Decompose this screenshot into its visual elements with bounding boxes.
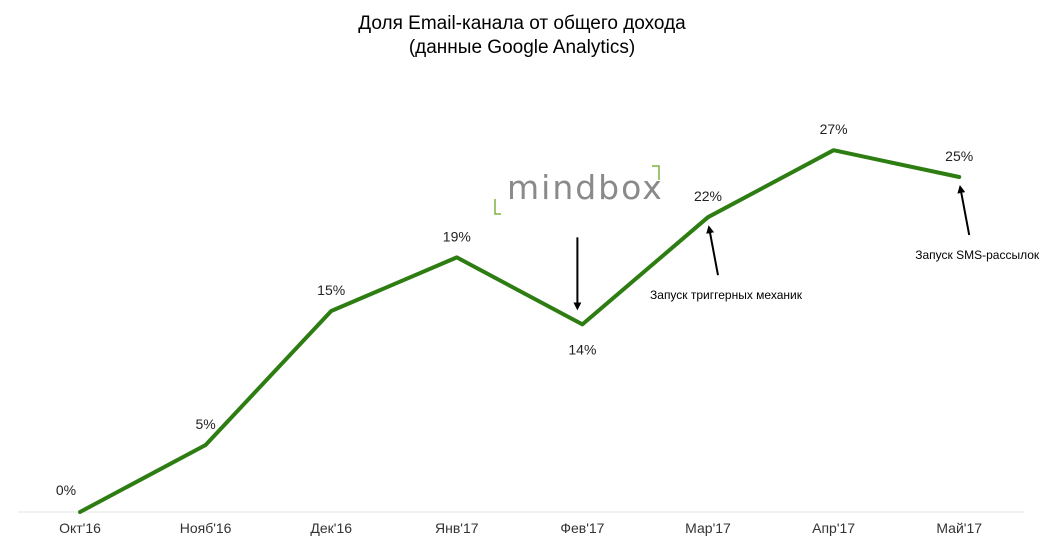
annotation-label: Запуск SMS-рассылок — [915, 248, 1040, 262]
logo-bracket-left — [494, 199, 501, 215]
x-tick-label: Мар'17 — [685, 520, 731, 536]
data-labels: 0% 5% 15% 19% 14% 22% 27% 25% — [56, 121, 973, 498]
data-label: 14% — [568, 341, 596, 357]
logo-bracket-right — [652, 165, 660, 180]
x-tick-label: Окт'16 — [59, 520, 101, 536]
data-label: 19% — [443, 228, 471, 244]
annotations: Запуск триггерных механик Запуск SMS-расс… — [573, 185, 1040, 311]
annotation-arrow — [957, 185, 971, 236]
chart-title: Доля Email-канала от общего дохода — [358, 13, 686, 34]
x-tick-label: Нояб'16 — [180, 520, 232, 536]
x-tick-label: Фев'17 — [560, 520, 604, 536]
data-label: 27% — [820, 121, 848, 137]
annotation-arrow — [706, 225, 719, 276]
data-label: 22% — [694, 188, 722, 204]
mindbox-logo: mindbox — [494, 165, 664, 215]
logo-text: mindbox — [507, 168, 664, 207]
series-line — [78, 148, 962, 514]
data-label: 25% — [945, 148, 973, 164]
x-tick-label: Дек'16 — [310, 520, 352, 536]
x-axis-ticks: Окт'16 Нояб'16 Дек'16 Янв'17 Фев'17 Мар'17 Апр… — [59, 520, 982, 536]
x-tick-label: Янв'17 — [435, 520, 479, 536]
data-label: 15% — [317, 282, 345, 298]
x-tick-label: Апр'17 — [812, 520, 855, 536]
data-label: 5% — [195, 416, 215, 432]
data-label: 0% — [56, 482, 76, 498]
annotation-label: Запуск триггерных механик — [650, 288, 803, 302]
x-tick-label: Май'17 — [936, 520, 982, 536]
chart-subtitle: (данные Google Analytics) — [409, 37, 635, 58]
